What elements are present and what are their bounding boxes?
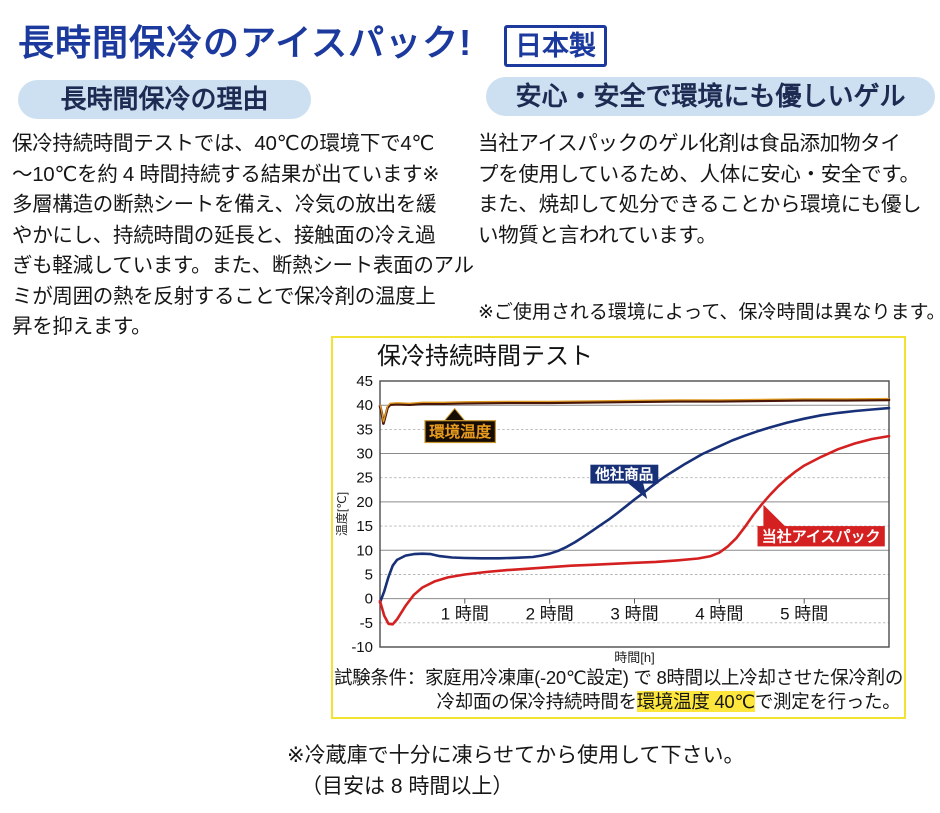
chart-y-tick-label: 45 — [356, 373, 373, 390]
chart-y-tick-label: 5 — [365, 567, 373, 584]
competitor-label-text: 他社商品 — [594, 466, 653, 484]
cooling-test-chart: -10 -5 0 5 10 15 20 25 30 35 40 45 1 時間 2 時間 3 時間 4 時間 5… — [334, 373, 891, 665]
chart-y-tick-label: 35 — [356, 421, 373, 438]
competitor-product-line — [378, 406, 891, 604]
chart-y-tick-label: 20 — [356, 494, 373, 511]
our-icepack-line — [378, 434, 891, 626]
chart-y-tick-label: -10 — [351, 639, 373, 656]
chart-y-tick-label: 0 — [365, 591, 373, 608]
chart-y-tick-label: -5 — [360, 615, 373, 632]
freeze-note-line2: （目安は 8 時間以上） — [301, 775, 514, 798]
chart-x-tick-label: 4 時間 — [695, 605, 743, 624]
test-conditions-line2-pre: 冷却面の保冷持続時間を — [436, 691, 638, 712]
right-section-body: 当社アイスパックのゲル化剤は食品添加物タイ プを使用しているため、人体に安心・安… — [478, 132, 922, 247]
chart-y-tick-label: 10 — [356, 542, 373, 559]
chart-x-axis-title: 時間[h] — [614, 650, 654, 665]
env-temp-label-box — [424, 420, 497, 444]
our-icepack-label-box — [757, 526, 885, 547]
left-section-body: 保冷持続時間テストでは、40℃の環境下で4℃ 〜10℃を約 4 時間持続する結果… — [12, 132, 474, 338]
test-conditions-line2: 冷却面の保冷持続時間を環境温度 40℃で測定を行った。 — [333, 690, 904, 714]
chart-panel: 保冷持続時間テスト -10 -5 0 5 10 15 20 25 30 35 40 45 1 時間 2 時… — [331, 336, 906, 719]
right-section-heading: 安心・安全で環境にも優しいゲル — [486, 77, 935, 116]
test-conditions: 試験条件：家庭用冷凍庫(-20℃設定) で 8時間以上冷却させた保冷剤の 冷却面… — [333, 666, 904, 714]
freeze-note-line1: ※冷蔵庫で十分に凍らせてから使用して下さい。 — [287, 744, 745, 767]
chart-title: 保冷持続時間テスト — [377, 343, 593, 370]
chart-x-tick-label: 3 時間 — [610, 605, 658, 624]
test-conditions-line1: 試験条件：家庭用冷凍庫(-20℃設定) で 8時間以上冷却させた保冷剤の — [333, 667, 904, 688]
our-icepack-label-pointer — [763, 504, 786, 527]
competitor-label-box — [590, 464, 659, 484]
left-section-heading: 長時間保冷の理由 — [18, 80, 311, 119]
our-icepack-label-text: 当社アイスパック — [762, 528, 881, 546]
chart-x-tick-label: 1 時間 — [441, 605, 489, 624]
env-temp-label-pointer — [443, 407, 466, 422]
made-in-japan-badge: 日本製 — [504, 25, 607, 67]
chart-x-tick-label: 2 時間 — [526, 605, 574, 624]
test-conditions-highlight: 環境温度 40℃ — [636, 691, 755, 712]
usage-environment-note: ※ご使用される環境によって、保冷時間は異なります。 — [478, 302, 940, 323]
env-temp-label-text: 環境温度 — [429, 422, 492, 441]
freeze-before-use-note: ※冷蔵庫で十分に凍らせてから使用して下さい。 （目安は 8 時間以上） — [287, 740, 745, 802]
test-conditions-line2-post: で測定を行った。 — [754, 691, 901, 712]
chart-plot-frame — [379, 380, 890, 648]
page-title: 長時間保冷のアイスパック! — [18, 22, 473, 63]
chart-y-tick-label: 30 — [356, 446, 373, 463]
chart-y-tick-label: 40 — [356, 397, 373, 414]
chart-y-axis-title: 温度[℃] — [334, 492, 349, 536]
competitor-label-pointer — [627, 483, 648, 499]
chart-y-tick-label: 25 — [356, 470, 373, 487]
chart-x-tick-label: 5 時間 — [780, 605, 828, 624]
env-temp-line-highlight — [379, 397, 890, 423]
chart-y-tick-label: 15 — [356, 518, 373, 535]
